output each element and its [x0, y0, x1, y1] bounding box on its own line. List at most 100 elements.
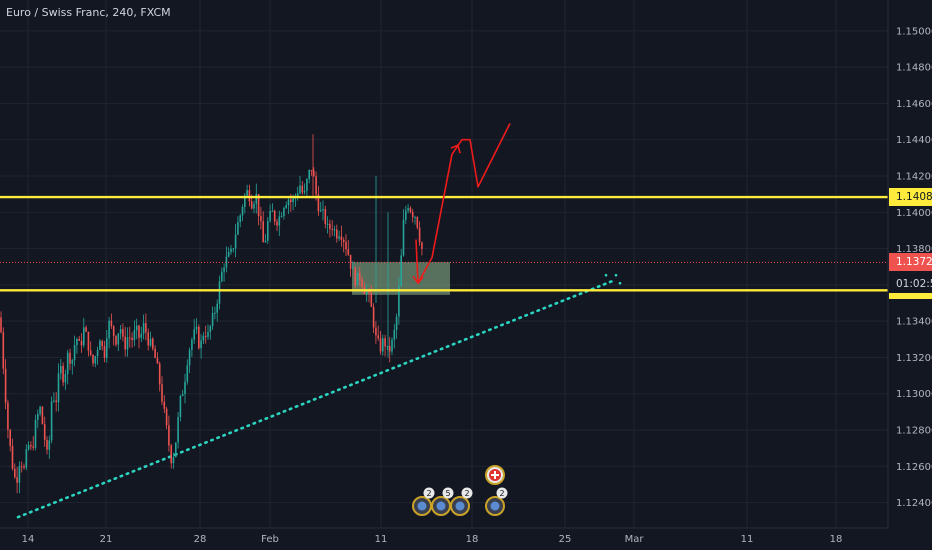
economic-event-marker[interactable]: 5 [431, 487, 454, 516]
candle-body [384, 338, 386, 347]
candle-body [158, 363, 161, 385]
candle-body [241, 207, 244, 216]
candle-body [260, 216, 262, 222]
candle-body [248, 190, 251, 202]
candle-body [60, 365, 62, 374]
candle-body [177, 416, 179, 443]
event-count-bubble [442, 487, 454, 499]
alert-event-marker[interactable] [485, 465, 505, 485]
candle-body [106, 338, 108, 358]
candle-body [244, 195, 246, 208]
candle-body [273, 210, 276, 222]
y-tick-label: 1.13000 [896, 389, 932, 400]
candle-body [57, 373, 60, 403]
candle-body [391, 339, 393, 352]
candle-body [368, 291, 370, 293]
candle-body [418, 227, 421, 243]
candle-body [388, 345, 391, 352]
candle-body [41, 406, 44, 425]
candle-body [317, 194, 320, 212]
x-tick-label: 18 [830, 534, 843, 545]
candle-body [299, 185, 301, 194]
trendline-end-dot [618, 281, 622, 285]
candle-body [73, 345, 76, 360]
candle-body [50, 401, 53, 441]
candle-body [30, 445, 32, 447]
time-axis[interactable]: 14 21 28 Feb 11 18 25 Mar 11 18 [22, 534, 843, 545]
candle-body [20, 466, 23, 468]
chart-title: Euro / Swiss Franc, 240, FXCM [6, 6, 171, 19]
candle-body [156, 357, 159, 364]
candle-body [340, 236, 343, 240]
x-tick-label: Mar [625, 534, 645, 545]
candle-body [76, 338, 78, 346]
x-tick-label: 18 [466, 534, 479, 545]
y-tick-label: 1.14000 [896, 208, 932, 219]
candle-body [395, 316, 398, 330]
candle-body [276, 221, 278, 226]
y-tick-label: 1.12600 [896, 462, 932, 473]
candle-body [398, 286, 400, 317]
candle-body [53, 400, 55, 402]
event-count-bubble [461, 487, 473, 499]
event-globe-icon [490, 501, 500, 511]
event-count-label: 5 [445, 489, 450, 498]
candle-body [92, 354, 94, 364]
economic-event-marker[interactable]: 2 [450, 487, 473, 516]
candle-body [103, 346, 106, 358]
candle-body [16, 477, 18, 483]
chart-grid [0, 0, 888, 528]
x-tick-label: 11 [741, 534, 754, 545]
candle-body [9, 429, 11, 446]
x-tick-label: 25 [559, 534, 572, 545]
candle-body [234, 234, 237, 249]
candle-body [301, 185, 304, 193]
candle-body [71, 359, 74, 364]
candle-body [359, 272, 361, 280]
candle-body [354, 268, 356, 286]
candle-body [292, 198, 294, 203]
candle-body [133, 330, 136, 341]
trendline-layer [16, 273, 622, 519]
candle-body [195, 326, 198, 330]
candle-body [122, 329, 124, 337]
candle-body [356, 272, 359, 286]
event-count-label: 2 [499, 489, 504, 498]
candle-body [375, 327, 377, 336]
candle-body [329, 223, 331, 229]
level-price-badge: 1.14084 [889, 188, 932, 207]
candle-body [163, 401, 166, 409]
candle-body [96, 349, 99, 357]
candle-body [345, 242, 347, 250]
y-tick-label: 1.14200 [896, 172, 932, 183]
candle-body [379, 338, 382, 352]
y-tick-label: 1.14800 [896, 63, 932, 74]
candle-body [361, 279, 363, 288]
event-count-label: 2 [464, 489, 469, 498]
candle-body [46, 439, 48, 450]
candle-body [313, 170, 315, 177]
candle-body [283, 208, 285, 217]
economic-event-marker[interactable]: 2 [485, 487, 508, 516]
candle-body [278, 216, 281, 226]
candle-body [80, 340, 83, 346]
projection-arrowhead [412, 275, 424, 285]
candle-body [37, 413, 39, 420]
candle-body [232, 248, 235, 250]
candle-body [135, 325, 138, 331]
event-globe-icon [436, 501, 446, 511]
candle-body [85, 327, 87, 332]
candle-body [416, 217, 419, 228]
x-tick-label: 21 [100, 534, 113, 545]
candle-body [179, 395, 182, 417]
candle-body [43, 424, 46, 440]
candle-body [18, 466, 21, 483]
candle-body [331, 228, 333, 230]
candle-body [7, 402, 9, 430]
candle-body [34, 419, 37, 448]
candle-body [306, 179, 308, 191]
candle-body [322, 209, 324, 211]
candle-body [402, 219, 405, 256]
